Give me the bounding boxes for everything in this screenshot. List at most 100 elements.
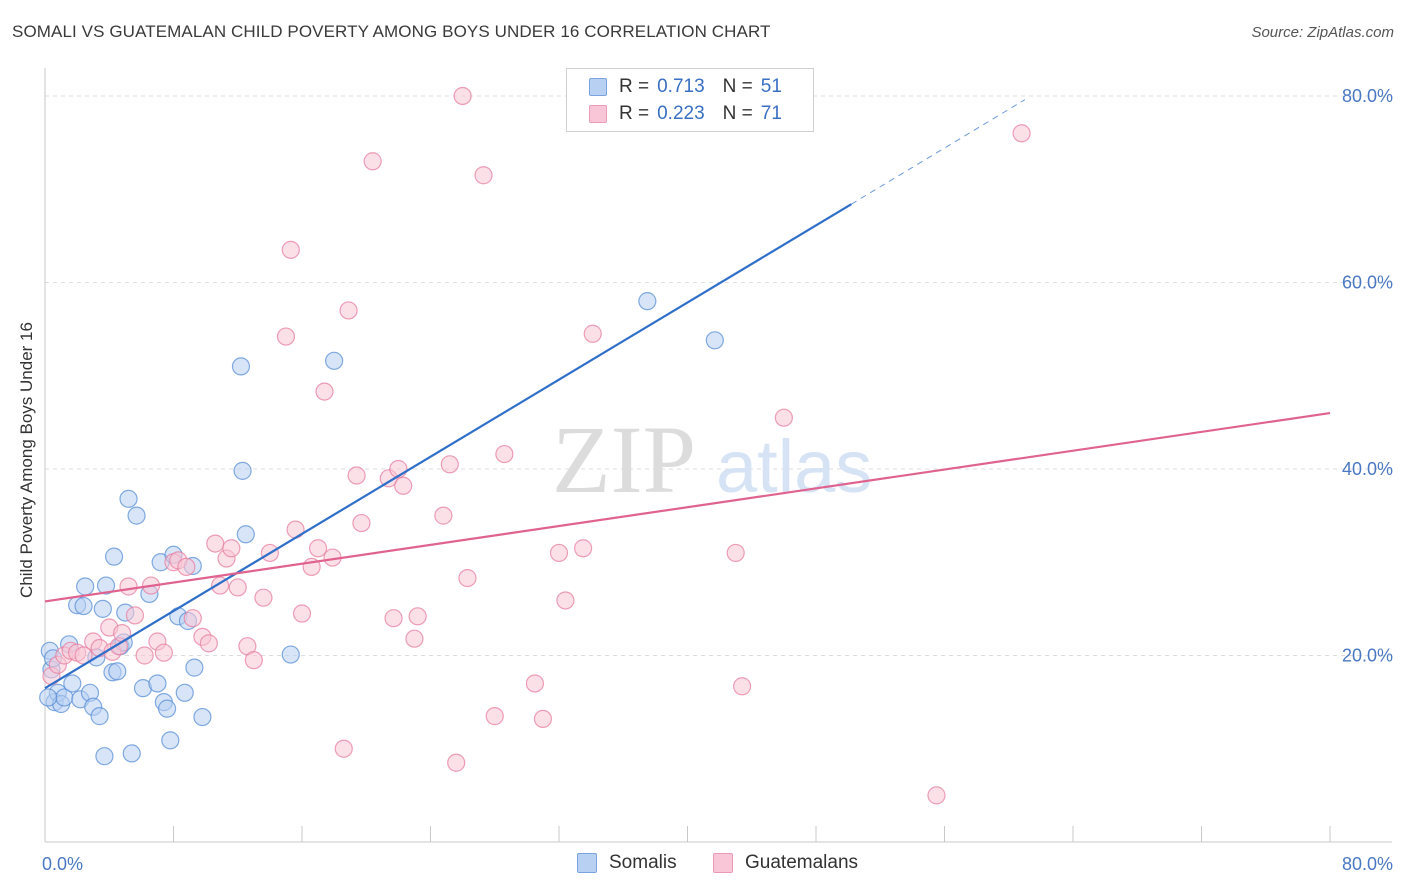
gridlines: [45, 95, 1392, 656]
data-point-guatemalans: [119, 577, 138, 596]
data-point-guatemalans: [315, 382, 334, 401]
data-point-somalis: [122, 744, 141, 763]
legend-r-label: R =: [619, 103, 650, 124]
y-tick-label: 20.0%: [1342, 645, 1393, 665]
data-point-guatemalans: [583, 324, 602, 343]
data-point-somalis: [231, 357, 251, 376]
watermark-atlas: atlas: [716, 425, 872, 508]
data-point-guatemalans: [533, 709, 553, 729]
legend-n-value: 71: [760, 103, 782, 124]
data-point-guatemalans: [394, 476, 413, 495]
data-point-guatemalans: [440, 455, 459, 474]
y-tick-label: 60.0%: [1342, 272, 1393, 292]
legend-r-value: 0.223: [657, 103, 705, 124]
data-point-somalis: [119, 489, 138, 508]
legend-swatch-guatemalans: [713, 853, 733, 873]
series-guatemalans-points: [42, 86, 1031, 805]
data-point-guatemalans: [183, 609, 202, 628]
legend-item-guatemalans[interactable]: Guatemalans: [713, 852, 858, 874]
legend-row-guatemalans: R = 0.223 N = 71: [589, 102, 782, 126]
legend-label-guatemalans: Guatemalans: [745, 852, 859, 873]
data-point-somalis: [127, 506, 146, 525]
legend-row-somalis: R = 0.713 N = 51: [589, 75, 782, 99]
data-point-guatemalans: [228, 578, 247, 597]
legend-n-label: N =: [722, 76, 753, 97]
data-point-somalis: [193, 707, 212, 727]
data-point-somalis: [325, 351, 344, 370]
tick-labels: 20.0% 40.0% 60.0% 80.0% 0.0% 80.0%: [42, 86, 1393, 874]
data-point-guatemalans: [474, 166, 493, 185]
data-point-guatemalans: [292, 604, 312, 623]
data-point-somalis: [108, 662, 127, 681]
axes: [44, 68, 1392, 843]
data-point-guatemalans: [495, 444, 514, 464]
trend-lines: [44, 99, 1331, 690]
data-point-somalis: [705, 331, 724, 350]
data-point-guatemalans: [363, 152, 382, 171]
data-point-somalis: [104, 547, 124, 566]
watermark: ZIP atlas: [552, 406, 872, 513]
x-tick-label: 0.0%: [42, 854, 83, 874]
data-point-guatemalans: [339, 301, 358, 320]
data-point-guatemalans: [334, 739, 353, 758]
legend-item-somalis[interactable]: Somalis: [577, 852, 677, 874]
data-point-guatemalans: [308, 539, 328, 558]
data-point-guatemalans: [135, 646, 154, 665]
data-point-somalis: [96, 576, 116, 595]
data-point-somalis: [175, 683, 194, 702]
chart-title: SOMALI VS GUATEMALAN CHILD POVERTY AMONG…: [12, 22, 771, 41]
legend-n-value: 51: [760, 76, 782, 97]
data-point-guatemalans: [244, 651, 263, 670]
legend-r-value: 0.713: [657, 76, 705, 97]
data-point-guatemalans: [927, 786, 946, 805]
legend-label-somalis: Somalis: [609, 852, 677, 873]
trend-extension-somalis: [851, 99, 1026, 205]
data-points: [39, 86, 1031, 805]
data-point-guatemalans: [154, 643, 173, 662]
data-point-somalis: [161, 731, 180, 750]
data-point-somalis: [63, 674, 82, 693]
data-point-guatemalans: [286, 520, 305, 539]
data-point-somalis: [90, 707, 109, 726]
data-point-guatemalans: [453, 86, 472, 106]
series-somalis-points: [39, 292, 724, 766]
data-point-guatemalans: [525, 674, 545, 693]
data-point-guatemalans: [447, 753, 466, 772]
data-point-guatemalans: [281, 240, 300, 259]
data-point-somalis: [638, 292, 657, 311]
data-point-somalis: [39, 688, 58, 707]
data-point-guatemalans: [549, 543, 569, 563]
data-point-guatemalans: [774, 408, 793, 427]
data-point-guatemalans: [177, 557, 196, 577]
data-point-somalis: [185, 658, 204, 677]
data-point-guatemalans: [276, 327, 296, 346]
y-axis-label: Child Poverty Among Boys Under 16: [17, 322, 36, 598]
data-point-somalis: [93, 599, 112, 618]
data-point-guatemalans: [125, 606, 145, 625]
data-point-somalis: [236, 525, 255, 544]
data-point-guatemalans: [485, 707, 504, 726]
legend-swatch-guatemalans: [589, 105, 607, 123]
correlation-legend: R = 0.713 N = 51 R = 0.223 N = 71: [566, 68, 814, 132]
legend-r-label: R =: [619, 76, 650, 97]
chart-source: Source: ZipAtlas.com: [1251, 24, 1394, 41]
data-point-guatemalans: [458, 568, 477, 588]
data-point-guatemalans: [556, 591, 575, 610]
trend-line-guatemalans: [44, 411, 1331, 603]
data-point-guatemalans: [733, 677, 752, 696]
data-point-guatemalans: [408, 607, 427, 626]
y-tick-label: 80.0%: [1342, 86, 1393, 106]
y-tick-label: 40.0%: [1342, 459, 1393, 479]
data-point-somalis: [95, 747, 114, 766]
data-point-somalis: [76, 577, 95, 596]
data-point-guatemalans: [254, 588, 273, 607]
trend-line-somalis: [44, 203, 852, 690]
legend-swatch-somalis: [589, 78, 607, 96]
data-point-guatemalans: [199, 634, 218, 653]
data-point-somalis: [233, 461, 252, 480]
legend-swatch-somalis: [577, 853, 597, 873]
data-point-somalis: [148, 674, 167, 693]
data-point-guatemalans: [206, 534, 225, 553]
data-point-guatemalans: [726, 543, 745, 563]
